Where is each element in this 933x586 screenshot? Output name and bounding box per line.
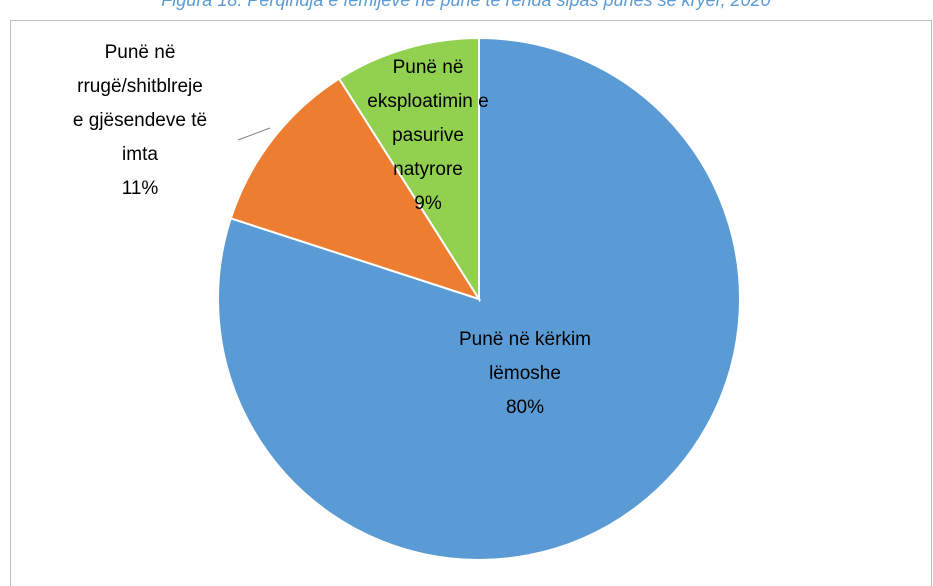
value-label: 9% [414,193,442,214]
leader-line [237,127,271,141]
value-label: 80% [506,397,544,418]
value-label: 11% [122,178,159,199]
category-label: Punë në rrugë/shitblreje e gjësendeve të im… [73,42,207,165]
category-label: Punë në eksploatimin e pasurive natyrore [367,57,488,180]
pie-slice [217,36,741,561]
pie-slice [337,36,480,303]
chart-frame [10,20,932,586]
category-label: Punë në kërkim lëmoshe [459,329,591,384]
chart-title: Figura 18: Përqindja e fëmijëve në punë … [161,0,770,10]
pie-slice [229,77,482,301]
